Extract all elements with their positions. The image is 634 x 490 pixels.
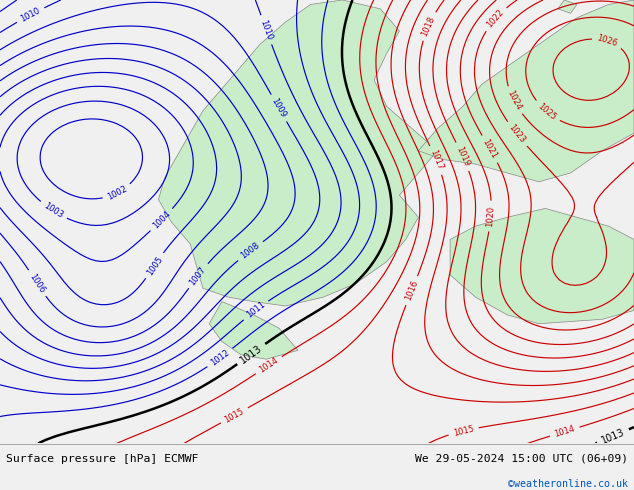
Text: 1015: 1015 [452,424,475,438]
Polygon shape [450,208,634,324]
Polygon shape [209,301,298,359]
Text: 1020: 1020 [486,205,496,227]
Text: 1009: 1009 [269,97,288,120]
Text: 1010: 1010 [19,6,42,24]
Text: 1013: 1013 [600,427,626,445]
Text: 1004: 1004 [151,209,172,230]
Text: 1011: 1011 [245,300,267,320]
Text: 1022: 1022 [485,8,506,29]
Text: ©weatheronline.co.uk: ©weatheronline.co.uk [508,479,628,489]
Text: 1014: 1014 [553,424,576,439]
Text: 1021: 1021 [481,138,499,160]
Text: 1019: 1019 [455,145,471,168]
Text: 1026: 1026 [596,33,619,49]
Text: 1018: 1018 [420,15,437,38]
Text: 1003: 1003 [42,201,65,220]
Polygon shape [158,0,437,306]
Text: Surface pressure [hPa] ECMWF: Surface pressure [hPa] ECMWF [6,454,199,464]
Text: 1025: 1025 [536,101,558,122]
Text: 1014: 1014 [257,356,280,375]
Polygon shape [558,0,577,13]
Text: 1015: 1015 [223,406,246,424]
Text: 1007: 1007 [188,265,208,287]
Text: 1005: 1005 [145,254,164,277]
Text: 1016: 1016 [404,279,420,302]
Text: 1012: 1012 [209,348,231,368]
Text: 1008: 1008 [239,241,262,261]
Text: 1013: 1013 [238,343,264,365]
Text: 1006: 1006 [27,272,47,294]
Text: 1010: 1010 [259,19,274,41]
Text: 1002: 1002 [106,184,129,201]
Polygon shape [418,0,634,182]
Text: 1023: 1023 [507,123,527,145]
Text: We 29-05-2024 15:00 UTC (06+09): We 29-05-2024 15:00 UTC (06+09) [415,454,628,464]
Text: 1024: 1024 [505,89,523,112]
Text: 1017: 1017 [428,149,444,172]
